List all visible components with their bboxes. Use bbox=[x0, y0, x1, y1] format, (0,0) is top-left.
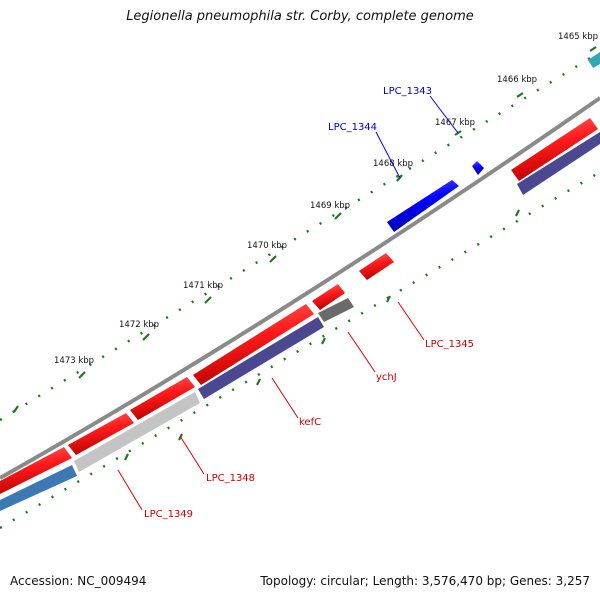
gene-label-lpc-1348[interactable]: LPC_1348 bbox=[206, 473, 255, 484]
gene-label-lpc-1343[interactable]: LPC_1343 bbox=[383, 86, 432, 97]
ruler-label: 1470 kbp bbox=[247, 241, 287, 251]
ruler-label: 1473 kbp bbox=[54, 356, 94, 366]
ruler-label: 1465 kbp bbox=[558, 32, 598, 42]
ruler-tick bbox=[256, 378, 261, 386]
cog-bar-right-edge bbox=[517, 132, 600, 195]
ruler-tick bbox=[13, 405, 19, 413]
ruler-tick bbox=[204, 296, 212, 304]
gene-kefc[interactable] bbox=[193, 304, 314, 385]
accession-label: Accession: NC_009494 bbox=[10, 574, 147, 588]
gene-labels: LPC_1343 LPC_1344 LPC_1345 ychJ kefC LPC… bbox=[144, 86, 474, 520]
cog-bar-teal bbox=[588, 52, 600, 68]
ruler-label: 1471 kbp bbox=[183, 281, 223, 291]
ruler-ticks-outer bbox=[78, 46, 597, 379]
cog-bar-kefc bbox=[198, 317, 324, 399]
ruler-tick bbox=[321, 337, 326, 345]
ruler-tick bbox=[515, 209, 520, 217]
leader-ychj bbox=[347, 331, 376, 373]
leader-kefc bbox=[271, 377, 299, 419]
ruler-ring-inner bbox=[0, 170, 600, 530]
cog-bar-ychj bbox=[318, 298, 354, 322]
ruler-label: 1467 kbp bbox=[435, 118, 475, 128]
gene-ychj[interactable] bbox=[312, 284, 345, 310]
label-leaders bbox=[117, 95, 459, 511]
leader-lpc-1349 bbox=[117, 469, 143, 511]
gene-label-lpc-1349[interactable]: LPC_1349 bbox=[144, 509, 193, 520]
cog-ring bbox=[0, 52, 600, 511]
ruler-label: 1466 kbp bbox=[497, 75, 537, 85]
ruler-label: 1469 kbp bbox=[310, 201, 350, 211]
genome-summary: Topology: circular; Length: 3,576,470 bp… bbox=[260, 574, 590, 588]
gene-label-lpc-1345[interactable]: LPC_1345 bbox=[425, 339, 474, 350]
gene-lpc-1348[interactable] bbox=[68, 413, 134, 455]
cog-bar-lpc-1349 bbox=[0, 465, 77, 511]
leader-lpc-1344 bbox=[375, 131, 401, 179]
gene-label-kefc[interactable]: kefC bbox=[299, 417, 321, 428]
ruler-tick bbox=[334, 212, 342, 220]
gene-lpc-1347[interactable] bbox=[130, 377, 195, 420]
ruler-label: 1472 kbp bbox=[119, 320, 159, 330]
ruler-tick bbox=[78, 371, 86, 379]
ruler-ring-outer bbox=[0, 50, 600, 422]
gene-label-ychj[interactable]: ychJ bbox=[376, 372, 397, 383]
ruler-tick bbox=[124, 453, 129, 461]
ruler-tick bbox=[386, 295, 391, 303]
leader-lpc-1348 bbox=[179, 435, 205, 475]
map-title: Legionella pneumophila str. Corby, compl… bbox=[126, 9, 474, 24]
gene-right-edge[interactable] bbox=[511, 118, 598, 181]
gene-lpc-1344[interactable] bbox=[387, 180, 459, 232]
gene-lpc-1343[interactable] bbox=[472, 161, 484, 175]
ruler-tick bbox=[589, 46, 597, 52]
gene-lpc-1345[interactable] bbox=[359, 253, 394, 280]
ruler-tick bbox=[516, 92, 524, 98]
genome-backbone bbox=[0, 96, 600, 480]
leader-lpc-1345 bbox=[397, 301, 425, 341]
ruler-tick bbox=[269, 255, 277, 263]
cog-bar-lpc-1348 bbox=[74, 392, 200, 472]
ruler-tick bbox=[142, 333, 150, 341]
leader-lpc-1343 bbox=[429, 95, 459, 134]
gene-label-lpc-1344[interactable]: LPC_1344 bbox=[328, 122, 377, 133]
gene-lpc-1349[interactable] bbox=[0, 447, 72, 494]
